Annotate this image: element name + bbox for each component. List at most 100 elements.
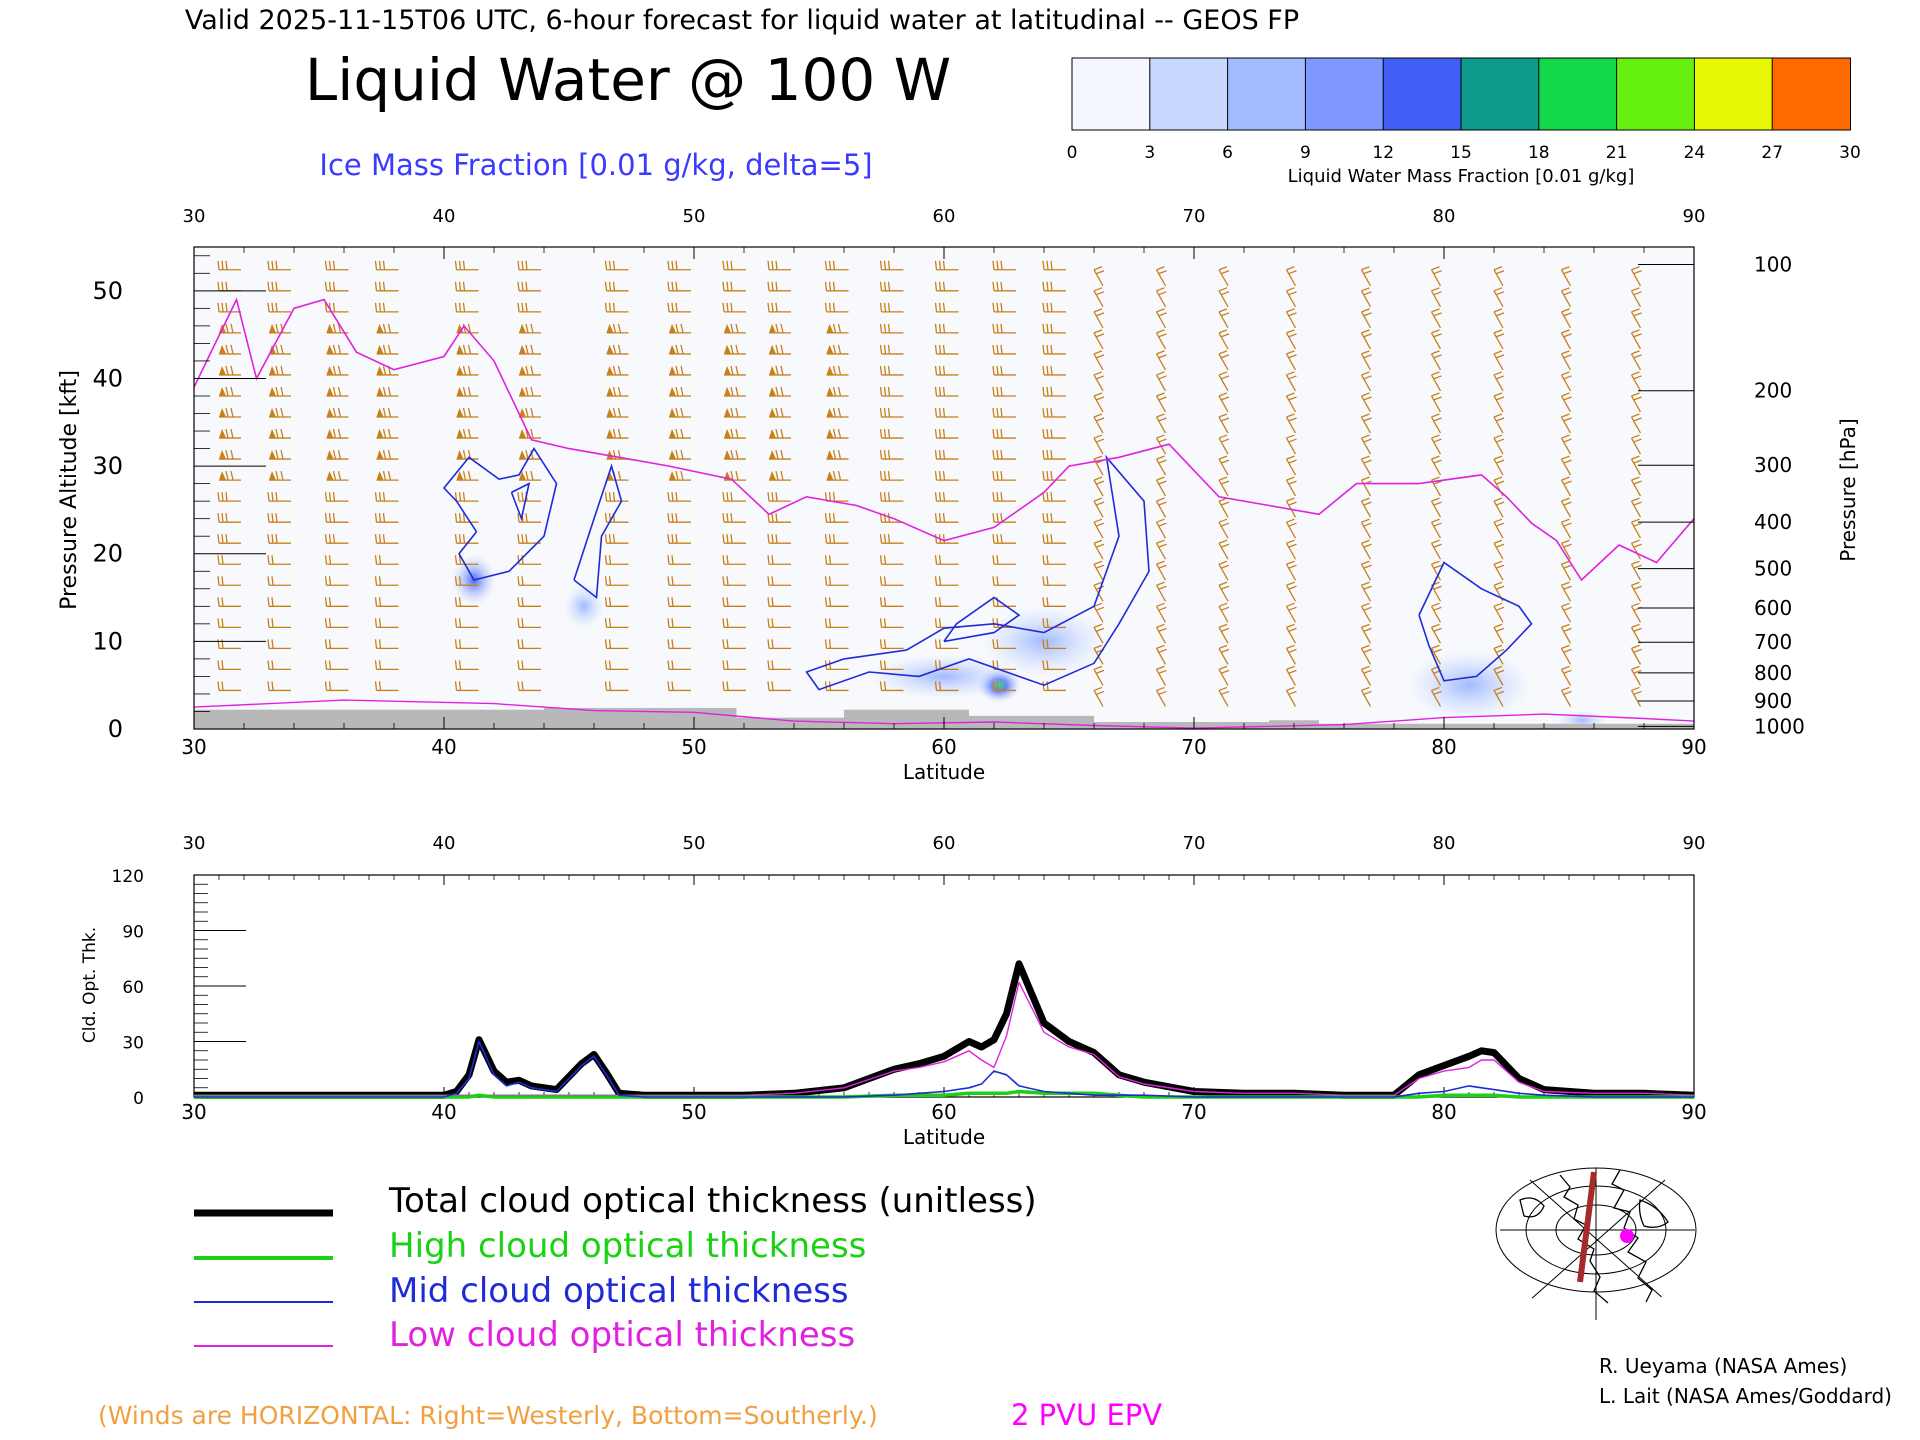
wind-barb-feather: [671, 555, 674, 565]
wind-barb: [1093, 308, 1105, 329]
wind-barb-feather: [1286, 308, 1295, 313]
wind-barb-feather: [1156, 413, 1165, 418]
wind-barb-shaft: [1493, 416, 1504, 434]
wind-barb: [1093, 371, 1105, 392]
colorbar-tick-label: 30: [1839, 143, 1861, 163]
wind-barb-feather: [934, 660, 938, 670]
wind-barb: [667, 618, 691, 628]
wind-barb-feather: [1093, 539, 1103, 544]
wind-barb-feather: [1363, 501, 1372, 506]
wind-barb-feather: [1050, 513, 1053, 523]
lower-x-tick-label: 60: [931, 1100, 956, 1124]
wind-barb: [992, 513, 1016, 523]
wind-barb: [992, 365, 1016, 376]
wind-barb: [217, 576, 241, 586]
ice-contour: [573, 463, 623, 600]
wind-barb-feather: [604, 534, 608, 544]
wind-barb-shaft: [1560, 290, 1572, 308]
wind-barb-feather: [1042, 260, 1045, 270]
wind-barb: [604, 534, 629, 544]
wind-barb-feather: [726, 534, 729, 544]
wind-barb-feather: [1361, 455, 1370, 460]
colorbar-tick-label: 18: [1528, 143, 1550, 163]
wind-barb-feather: [1286, 266, 1295, 271]
wind-barb-feather: [387, 449, 392, 460]
wind-barb-feather: [1095, 354, 1105, 359]
wind-barb-feather: [530, 386, 534, 397]
wind-barb-feather: [992, 260, 995, 270]
wind-barb: [767, 534, 791, 544]
wind-barb-feather: [1095, 543, 1105, 548]
x-tick-label-top: 50: [683, 206, 706, 227]
lower-x-tick-label: 90: [1681, 1100, 1706, 1124]
wind-barb-feather: [1158, 459, 1167, 464]
wind-barb-feather: [1433, 606, 1442, 611]
wind-barb: [1430, 560, 1442, 581]
wind-barb: [604, 555, 629, 565]
wind-barb-feather: [1220, 354, 1230, 359]
wind-barb-feather: [675, 407, 679, 418]
wind-barb-shaft: [1093, 416, 1104, 434]
wind-barb: [1285, 308, 1297, 329]
wind-barb-feather: [1093, 581, 1103, 586]
wind-barb-feather: [324, 534, 328, 544]
wind-barb-feather: [462, 470, 467, 481]
wind-barb-feather: [1000, 471, 1003, 481]
wind-barb-feather: [217, 302, 220, 312]
wind-barb-feather: [1156, 329, 1165, 334]
wind-barb: [1285, 644, 1297, 665]
wind-barb-feather: [1493, 539, 1503, 544]
wind-barb-feather: [996, 260, 999, 270]
wind-barb-feather: [730, 260, 733, 270]
wind-barb-feather: [328, 618, 332, 628]
wind-barb: [1285, 455, 1297, 476]
wind-barb-feather: [1633, 438, 1642, 443]
wind-barb-feather: [1095, 396, 1105, 401]
wind-barb-feather: [378, 492, 382, 502]
wind-barb-feather: [382, 449, 387, 460]
wind-barb-feather: [1156, 623, 1165, 628]
wind-barb-feather: [775, 344, 779, 355]
wind-barb: [1285, 413, 1297, 434]
wind-barb-feather: [942, 450, 946, 460]
wind-barb-feather: [454, 302, 458, 312]
wind-barb-feather: [225, 365, 229, 376]
wind-barb: [1630, 392, 1642, 413]
wind-barb: [1155, 329, 1167, 350]
wind-barb-feather: [1493, 476, 1503, 481]
wind-barb-feather: [1220, 291, 1230, 296]
wind-barb-feather: [328, 534, 332, 544]
wind-barb: [722, 513, 746, 523]
wind-barb-feather: [1218, 371, 1228, 376]
wind-barb: [1493, 434, 1505, 455]
x-tick-label: 40: [431, 735, 456, 759]
wind-barb-feather: [722, 260, 725, 270]
wind-barb: [454, 260, 479, 271]
wind-barb-feather: [671, 639, 674, 649]
wind-barb-feather: [328, 639, 332, 649]
wind-barb: [1285, 266, 1297, 287]
wind-barb-shaft: [1218, 269, 1229, 287]
wind-barb-feather: [832, 365, 837, 376]
wind-barb-feather: [608, 302, 612, 312]
wind-barb-feather: [332, 492, 336, 502]
wind-barb-feather: [1361, 266, 1370, 271]
wind-barb-shaft: [1430, 458, 1442, 476]
wind-barb-feather: [382, 534, 386, 544]
wind-barb-feather: [374, 597, 378, 607]
wind-barb-feather: [517, 597, 520, 607]
wind-barb-shaft: [1630, 542, 1642, 560]
wind-barb: [1630, 539, 1642, 560]
wind-barb-feather: [374, 576, 378, 586]
wind-barb: [1285, 581, 1297, 602]
wind-barb: [454, 639, 479, 650]
wind-barb-feather: [735, 386, 739, 397]
wind-barb-shaft: [1218, 353, 1229, 371]
terrain-segment: [736, 717, 844, 729]
wind-barb: [669, 365, 691, 376]
liquid-water-blob: [1406, 649, 1532, 721]
wind-barb-feather: [604, 681, 608, 691]
wind-barb: [722, 534, 746, 544]
wind-barb-feather: [1363, 417, 1372, 422]
wind-barb-feather: [771, 534, 774, 544]
